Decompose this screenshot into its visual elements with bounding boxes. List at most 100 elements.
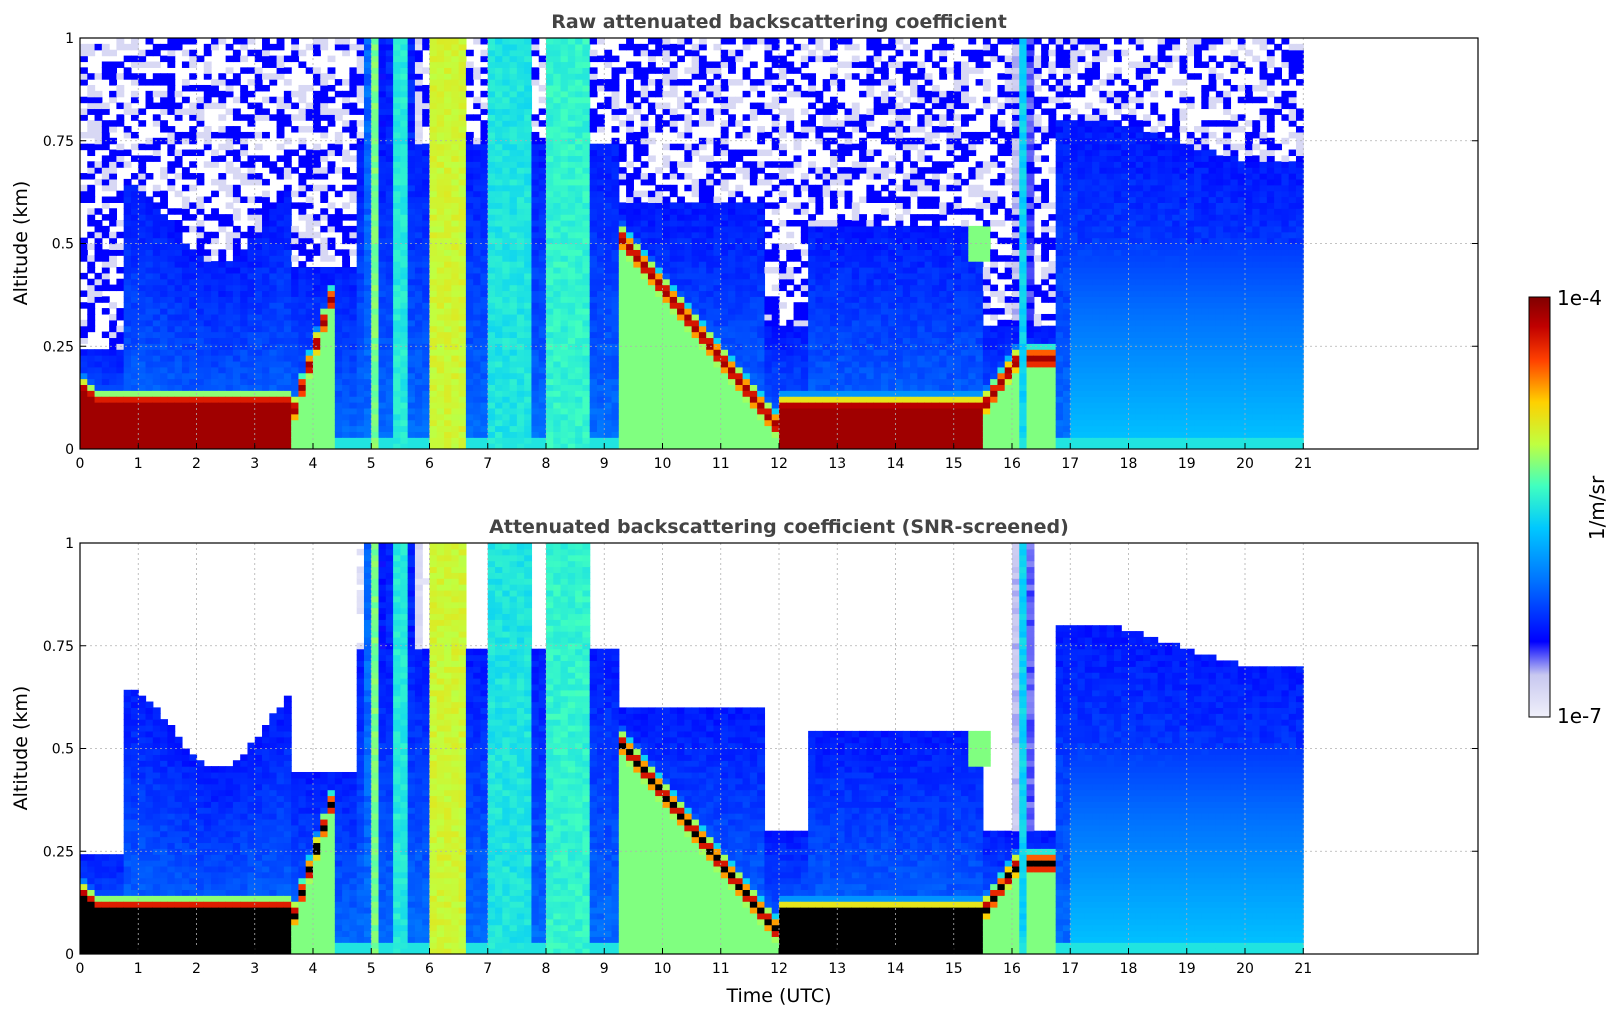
heatmap-cell — [604, 96, 613, 104]
heatmap-cell — [647, 425, 656, 432]
heatmap-cell — [101, 120, 110, 127]
heatmap-cell — [414, 90, 423, 98]
heatmap-cell — [356, 413, 365, 421]
heatmap-cell — [655, 402, 664, 409]
heatmap-cell — [458, 319, 467, 327]
heatmap-cell — [342, 349, 351, 356]
heatmap-cell — [589, 313, 598, 321]
heatmap-cell — [509, 378, 518, 386]
heatmap-cell — [604, 155, 613, 162]
heatmap-cell — [684, 396, 693, 403]
heatmap-cell — [509, 114, 518, 121]
heatmap-cell — [174, 272, 183, 280]
heatmap-cell — [327, 313, 336, 321]
heatmap-cell — [130, 443, 139, 449]
heatmap-cell — [130, 61, 139, 68]
heatmap-cell — [531, 419, 540, 427]
heatmap-cell — [385, 155, 394, 162]
heatmap-cell — [276, 278, 285, 286]
heatmap-cell — [647, 243, 656, 250]
heatmap-cell — [109, 313, 118, 321]
heatmap-cell — [444, 261, 452, 268]
heatmap-cell — [582, 249, 591, 256]
heatmap-cell — [247, 313, 256, 321]
heatmap-cell — [553, 196, 562, 203]
heatmap-cell — [211, 79, 219, 86]
heatmap-cell — [313, 272, 321, 280]
heatmap-cell — [160, 231, 168, 239]
heatmap-cell — [262, 266, 270, 274]
heatmap-cell — [160, 443, 168, 449]
heatmap-cell — [363, 372, 372, 380]
heatmap-cell — [276, 308, 285, 315]
heatmap-cell — [560, 266, 569, 274]
heatmap-cell — [291, 296, 300, 303]
heatmap-cell — [436, 431, 445, 438]
heatmap-cell — [87, 349, 96, 356]
heatmap-cell — [298, 108, 307, 115]
heatmap-cell — [334, 131, 343, 139]
heatmap-cell — [276, 337, 285, 344]
heatmap-cell — [444, 79, 452, 86]
heatmap-cell — [626, 243, 634, 250]
heatmap-cell — [553, 272, 562, 280]
heatmap-cell — [655, 313, 664, 321]
heatmap-cell — [196, 208, 205, 215]
heatmap-cell — [276, 196, 285, 203]
heatmap-cell — [633, 278, 642, 286]
heatmap-cell — [582, 161, 591, 168]
heatmap-cell — [444, 402, 452, 409]
heatmap-cell — [575, 49, 584, 57]
heatmap-cell — [254, 67, 263, 74]
heatmap-cell — [429, 372, 438, 380]
heatmap-cell — [611, 331, 620, 339]
heatmap-cell — [327, 184, 336, 192]
heatmap-cell — [320, 79, 329, 86]
heatmap-cell — [254, 266, 263, 274]
heatmap-cell — [378, 266, 387, 274]
heatmap-cell — [626, 79, 634, 86]
heatmap-cell — [553, 73, 562, 80]
heatmap-cell — [546, 255, 554, 262]
heatmap-cell — [480, 49, 489, 57]
heatmap-cell — [524, 61, 533, 68]
heatmap-cell — [167, 366, 176, 374]
heatmap-cell — [495, 255, 503, 262]
heatmap-cell — [516, 120, 525, 127]
heatmap-cell — [647, 220, 656, 227]
heatmap-cell — [567, 126, 576, 133]
heatmap-cell — [582, 255, 591, 262]
heatmap-cell — [546, 131, 554, 139]
heatmap-cell — [502, 237, 511, 245]
heatmap-cell — [429, 360, 438, 368]
heatmap-cell — [582, 325, 591, 333]
heatmap-cell — [451, 413, 460, 421]
heatmap-cell — [152, 384, 161, 391]
heatmap-cell — [618, 173, 627, 180]
heatmap-cell — [640, 220, 649, 227]
heatmap-cell — [313, 173, 321, 180]
heatmap-cell — [130, 337, 139, 344]
heatmap-cell — [262, 396, 270, 403]
heatmap-cell — [618, 308, 627, 315]
heatmap-cell — [502, 272, 511, 280]
heatmap-cell — [633, 313, 642, 321]
heatmap-cell — [116, 413, 125, 421]
heatmap-cell — [647, 108, 656, 115]
heatmap-cell — [145, 402, 154, 409]
heatmap-cell — [531, 243, 540, 250]
heatmap-cell — [516, 331, 525, 339]
heatmap-cell — [575, 325, 584, 333]
heatmap-cell — [531, 202, 540, 209]
heatmap-cell — [414, 384, 423, 391]
heatmap-cell — [575, 419, 584, 427]
heatmap-cell — [269, 413, 278, 421]
heatmap-cell — [509, 178, 518, 186]
heatmap-cell — [422, 290, 431, 297]
heatmap-cell — [80, 143, 88, 151]
heatmap-cell — [480, 384, 489, 391]
heatmap-cell — [414, 225, 423, 233]
heatmap-cell — [502, 331, 511, 339]
heatmap-cell — [640, 161, 649, 168]
heatmap-cell — [320, 437, 329, 444]
